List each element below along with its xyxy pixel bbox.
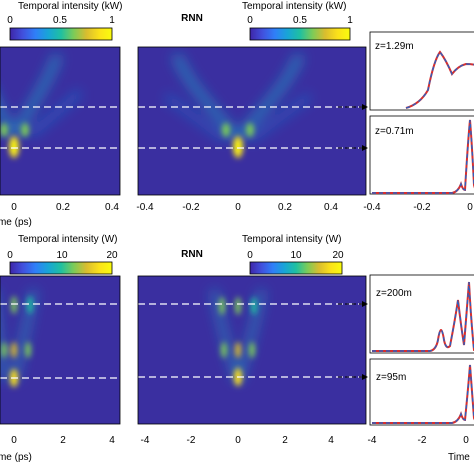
- bottom-lower-line-plot: z=95m: [369, 358, 474, 426]
- x-tick-label: 2: [282, 435, 288, 446]
- x-tick-label: -0.4: [136, 202, 154, 213]
- top-colorbar-right-label: Temporal intensity (kW): [242, 1, 346, 12]
- top-colorbar-left-tick: 1: [109, 15, 115, 26]
- x-tick-label: 0: [11, 435, 17, 446]
- upper-blue-curve: [405, 50, 474, 109]
- top-colorbar-left-label: Temporal intensity (kW): [18, 1, 122, 12]
- bottom-middle-x-axis: -4 -2 0 2 4: [141, 435, 335, 446]
- top-left-heatmap: [0, 47, 120, 195]
- top-row: Temporal intensity (kW) 0 0.5 1 RNN Temp…: [0, 1, 474, 228]
- heatmap-wing-glow: [0, 53, 83, 139]
- bottom-colorbar-right-tick: 0: [247, 250, 253, 261]
- x-tick-label: 0.2: [56, 202, 70, 213]
- bottom-rnn-label: RNN: [181, 249, 203, 260]
- arrow-head: [362, 104, 368, 110]
- bottom-row: Temporal intensity (W) 0 10 20 RNN Tempo…: [0, 234, 474, 463]
- top-left-xlabel: Time (ps): [0, 217, 32, 228]
- bottom-middle-heatmap: [138, 276, 366, 424]
- x-tick-label: 0.4: [324, 202, 338, 213]
- bottom-colorbar-right-tick: 20: [332, 250, 344, 261]
- bottom-colorbar-left-tick: 10: [56, 250, 68, 261]
- top-colorbar-right-tick: 1: [347, 15, 353, 26]
- bottom-colorbar-left: Temporal intensity (W) 0 10 20: [7, 234, 118, 275]
- x-tick-label: -2: [418, 435, 427, 446]
- heatmap-hotspots: [222, 123, 254, 158]
- bottom-colorbar-right-bar: [249, 261, 343, 275]
- bottom-lower-annotation: z=95m: [376, 372, 406, 383]
- bottom-colorbar-left-label: Temporal intensity (W): [18, 234, 117, 245]
- upper-blue-curve: [372, 281, 474, 352]
- x-tick-label: -2: [187, 435, 196, 446]
- top-left-x-axis: 0 0.2 0.4 Time (ps): [0, 202, 119, 228]
- top-right-x-axis: -0.4 -0.2 0: [363, 202, 473, 213]
- x-tick-label: 0: [235, 435, 241, 446]
- bottom-right-x-axis: -4 -2 0 Time: [368, 435, 471, 463]
- top-colorbar-right-tick: 0.5: [293, 15, 307, 26]
- x-tick-label: 4: [328, 435, 334, 446]
- x-tick-label: 0.4: [105, 202, 119, 213]
- bottom-colorbar-right-label: Temporal intensity (W): [242, 234, 341, 245]
- bottom-upper-annotation: z=200m: [376, 288, 412, 299]
- x-tick-label: 0: [235, 202, 241, 213]
- top-middle-heatmap: [138, 47, 366, 195]
- bottom-colorbar-right-tick: 10: [290, 250, 302, 261]
- top-colorbar-right-bar: [249, 27, 351, 41]
- lower-blue-curve: [372, 119, 474, 194]
- x-tick-label: 0: [11, 202, 17, 213]
- top-upper-annotation: z=1.29m: [375, 41, 414, 52]
- bottom-left-x-axis: 0 2 4 Time (ps): [0, 435, 115, 463]
- x-tick-label: 4: [109, 435, 115, 446]
- top-rnn-label: RNN: [181, 13, 203, 24]
- top-middle-x-axis: -0.4 -0.2 0 0.2 0.4: [136, 202, 338, 213]
- bottom-colorbar-right: Temporal intensity (W) 0 10 20: [242, 234, 344, 275]
- x-tick-label: 0: [463, 435, 469, 446]
- x-tick-label: -0.2: [182, 202, 200, 213]
- bottom-left-heatmap: [0, 276, 120, 424]
- arrow-head: [362, 301, 368, 307]
- bottom-colorbar-left-tick: 20: [106, 250, 118, 261]
- top-lower-annotation: z=0.71m: [375, 126, 414, 137]
- bottom-colorbar-left-bar: [9, 261, 113, 275]
- lower-red-curve: [372, 364, 474, 424]
- arrow-head: [362, 374, 368, 380]
- top-colorbar-left: Temporal intensity (kW) 0 0.5 1: [7, 1, 122, 41]
- top-colorbar-right-tick: 0: [247, 15, 253, 26]
- bottom-left-xlabel: Time (ps): [0, 452, 32, 463]
- bottom-upper-line-plot: z=200m: [369, 274, 474, 354]
- x-tick-label: -4: [141, 435, 150, 446]
- top-colorbar-right: Temporal intensity (kW) 0 0.5 1: [242, 1, 353, 41]
- bottom-right-xlabel: Time: [448, 452, 470, 463]
- heatmap-hotspots: [219, 297, 257, 386]
- arrow-head: [362, 145, 368, 151]
- top-colorbar-left-tick: 0.5: [53, 15, 67, 26]
- x-tick-label: -0.2: [413, 202, 431, 213]
- top-colorbar-left-bar: [9, 27, 113, 41]
- top-lower-line-plot: z=0.71m: [369, 115, 474, 195]
- x-tick-label: -4: [368, 435, 377, 446]
- x-tick-label: 0: [467, 202, 473, 213]
- heatmap-hotspots: [0, 123, 29, 158]
- top-upper-line-plot: z=1.29m: [369, 31, 474, 111]
- bottom-colorbar-left-tick: 0: [7, 250, 13, 261]
- x-tick-label: -0.4: [363, 202, 381, 213]
- x-tick-label: 2: [60, 435, 66, 446]
- top-colorbar-left-tick: 0: [7, 15, 13, 26]
- x-tick-label: 0.2: [278, 202, 292, 213]
